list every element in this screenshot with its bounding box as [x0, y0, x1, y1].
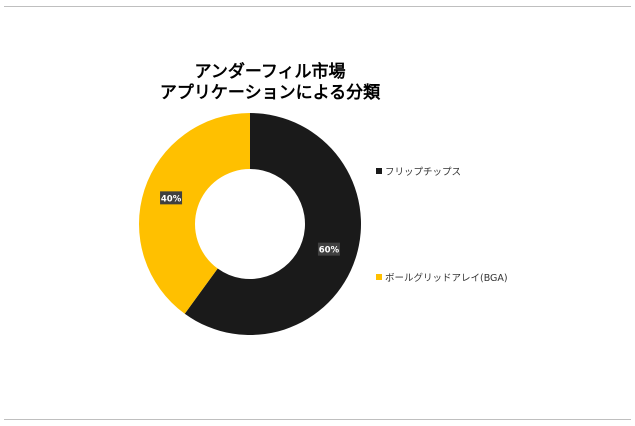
bottom-divider — [4, 419, 631, 420]
donut-data-labels: 60% 40% — [160, 191, 340, 256]
legend-swatch-flip-chips — [376, 168, 382, 174]
slice-flip-chips — [184, 113, 361, 335]
top-divider — [4, 6, 631, 7]
legend-item-bga: ボールグリッドアレイ(BGA) — [376, 270, 508, 284]
legend-label-bga: ボールグリッドアレイ(BGA) — [385, 273, 508, 284]
data-label-bga: 40% — [161, 194, 182, 204]
chart-title: アンダーフィル市場 アプリケーションによる分類 — [130, 62, 410, 104]
donut-slices — [139, 113, 361, 335]
chart-title-line-1: アンダーフィル市場 — [194, 62, 346, 82]
chart-title-line-2: アプリケーションによる分類 — [159, 83, 381, 103]
legend-swatch-bga — [376, 274, 382, 280]
legend-label-flip-chips: フリップチップス — [385, 167, 462, 178]
data-label-bg-flip-chips — [317, 242, 340, 256]
slice-bga — [139, 113, 250, 314]
data-label-bg-bga — [160, 191, 183, 205]
data-label-flip-chips: 60% — [319, 246, 340, 256]
legend-item-flip-chips: フリップチップス — [376, 164, 461, 178]
